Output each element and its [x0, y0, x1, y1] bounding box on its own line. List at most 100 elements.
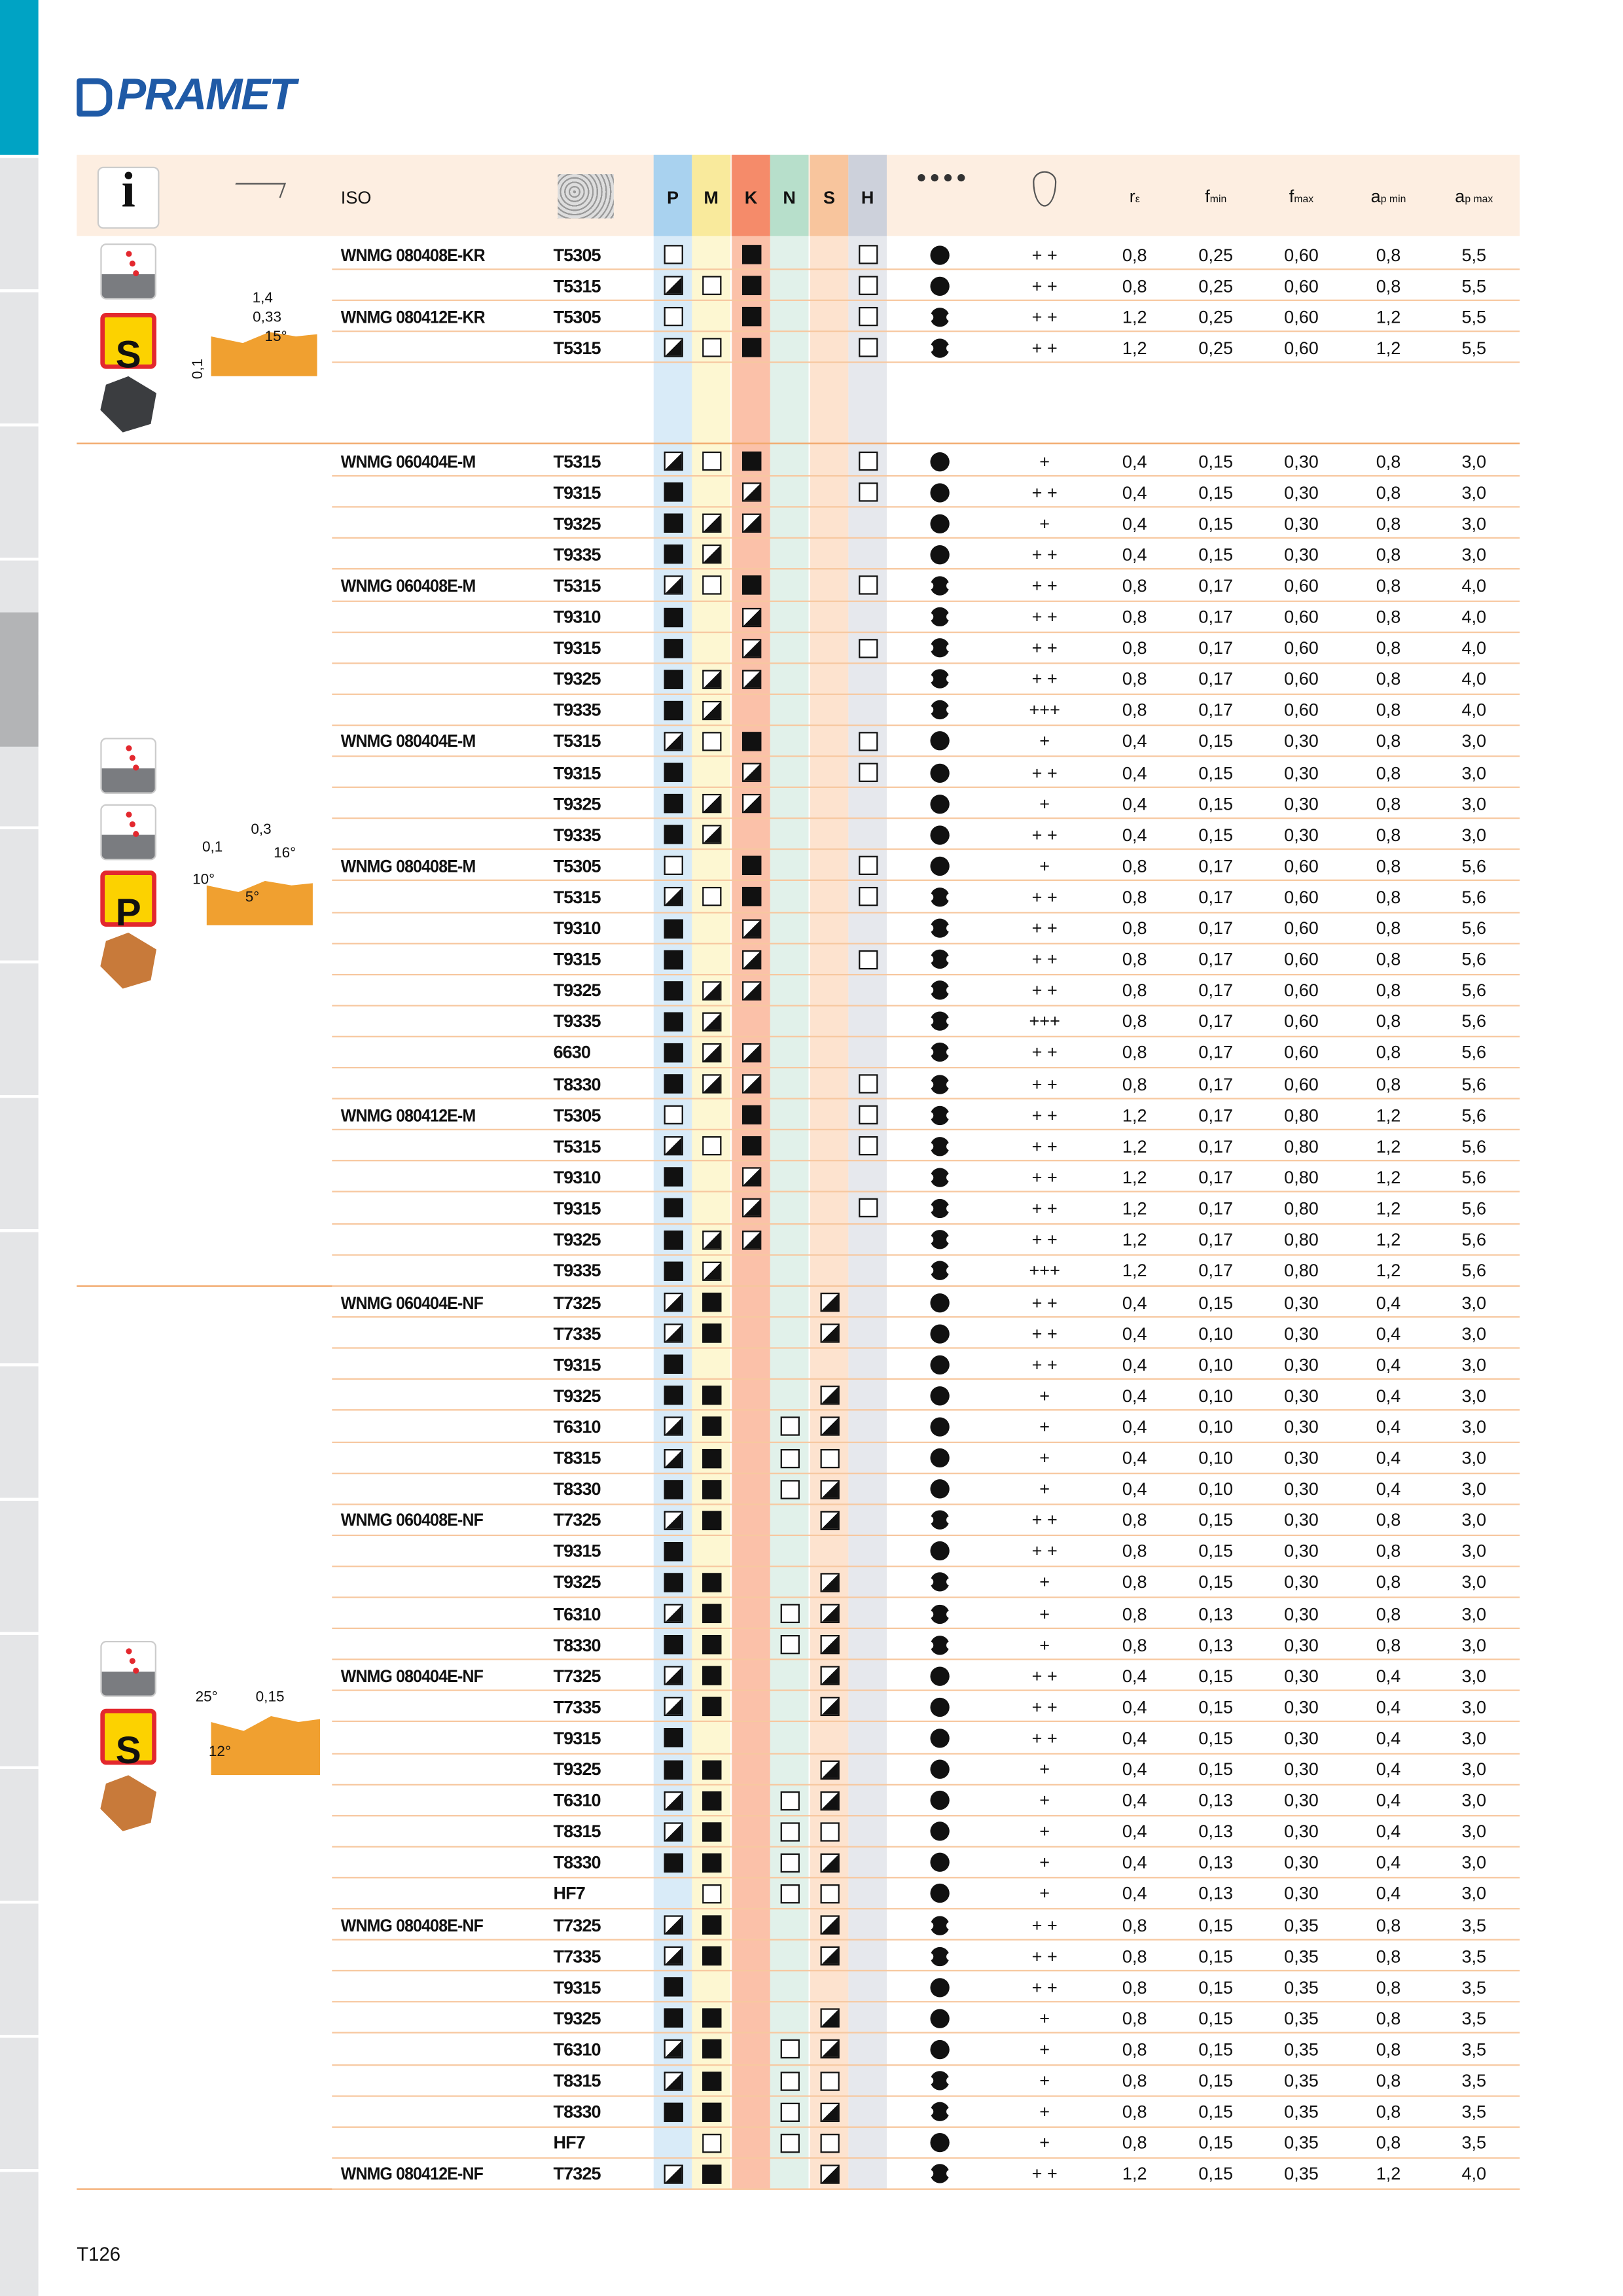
coolant: + + [1031, 1509, 1058, 1531]
machining-symbol [929, 793, 950, 814]
column-header: ISO [340, 187, 372, 208]
cutting-value: 1,2 [1376, 1136, 1401, 1157]
machining-symbol [925, 1634, 954, 1655]
cutting-value: 1,2 [1122, 1260, 1147, 1282]
grade: T8330 [553, 1479, 601, 1499]
grade-symbol [663, 1198, 683, 1218]
cutting-value: 0,10 [1198, 1354, 1234, 1375]
cutting-value: 0,8 [1376, 1914, 1401, 1935]
machining-symbol [925, 306, 954, 327]
cutting-value: 0,13 [1198, 1790, 1234, 1811]
grade-symbol [779, 1884, 799, 1904]
grade: T9325 [553, 980, 601, 1001]
grade: T8330 [553, 2101, 601, 2123]
grade-symbol [702, 1791, 721, 1810]
machining-symbol [929, 1541, 950, 1562]
machining-symbol [929, 1696, 950, 1717]
cutting-value: 3,5 [1461, 2132, 1487, 2153]
cutting-value: 3,0 [1461, 1541, 1487, 1562]
cutting-value: 0,17 [1198, 1073, 1234, 1094]
row-separator [332, 506, 1520, 508]
cutting-value: 4,0 [1461, 575, 1487, 596]
cutting-value: 0,30 [1284, 730, 1319, 752]
grade-symbol [858, 1105, 878, 1125]
column-header: P [667, 187, 679, 208]
machining-symbol [929, 2008, 950, 2029]
cutting-value: 0,4 [1122, 793, 1147, 814]
cutting-value: 4,0 [1461, 668, 1487, 690]
grade-symbol [741, 276, 761, 296]
grade-symbol [741, 669, 761, 689]
row-separator [332, 1253, 1520, 1255]
cutting-value: 3,0 [1461, 1696, 1487, 1717]
grade-symbol [663, 1293, 683, 1312]
cutting-value: 0,15 [1198, 1945, 1234, 1967]
machining-symbol [929, 1666, 950, 1687]
cutting-value: 0,60 [1284, 700, 1319, 721]
grade-symbol [819, 1417, 839, 1437]
cutting-value: 0,8 [1376, 1541, 1401, 1562]
cutting-value: 3,5 [1461, 2070, 1487, 2091]
machining-symbol-shape [930, 825, 950, 845]
machining-symbol-shape [930, 1323, 950, 1343]
machining-symbol-shape [930, 1417, 950, 1437]
column-header: H [861, 187, 874, 208]
machining-symbol-shape [930, 1821, 950, 1842]
diagram-label: 0,1 [202, 839, 223, 856]
cutting-value: 0,17 [1198, 948, 1234, 970]
coolant: + + [1031, 824, 1058, 846]
row-separator [332, 2032, 1520, 2034]
grade-symbol [819, 1791, 839, 1810]
cutting-value: 0,8 [1122, 2039, 1147, 2060]
cutting-value: 0,10 [1198, 1323, 1234, 1344]
grade-symbol [702, 1573, 721, 1592]
cutting-value: 5,6 [1461, 918, 1487, 939]
iso-code: WNMG 080412E-KR [340, 306, 486, 327]
cutting-value: 0,30 [1284, 1385, 1319, 1407]
cutting-value: 0,17 [1198, 606, 1234, 628]
grade-symbol [663, 980, 683, 1001]
machining-symbol [925, 887, 954, 908]
grade: T9335 [553, 824, 601, 846]
cutting-value: 0,10 [1198, 1479, 1234, 1499]
grade-symbol [702, 1697, 721, 1717]
grade-symbol [663, 2009, 683, 2028]
cutting-value: 0,8 [1122, 1572, 1147, 1593]
machining-symbol-shape [925, 1604, 954, 1624]
cutting-value: 0,30 [1284, 1447, 1319, 1469]
insert-icon [230, 183, 286, 198]
cutting-value: 0,17 [1198, 1136, 1234, 1157]
cutting-value: 0,8 [1122, 668, 1147, 690]
coolant: + [1039, 793, 1050, 814]
cutting-value: 0,60 [1284, 637, 1319, 658]
cutting-value: 1,2 [1376, 1104, 1401, 1126]
row-separator [332, 2188, 1520, 2190]
cutting-value: 0,8 [1122, 980, 1147, 1001]
machining-symbol-shape [930, 794, 950, 814]
operation-icon [100, 312, 156, 369]
machining-symbol-shape [930, 514, 950, 533]
cutting-value: 0,4 [1122, 1291, 1147, 1313]
cutting-value: 0,30 [1284, 1696, 1319, 1717]
machining-symbol-shape [925, 2164, 954, 2184]
grade-symbol [819, 1884, 839, 1904]
iso-code: WNMG 080412E-NF [340, 2163, 484, 2185]
grade: T9315 [553, 637, 601, 658]
diagram-label: 10° [192, 872, 215, 889]
row-separator [332, 2063, 1520, 2066]
cutting-value: 0,8 [1122, 2008, 1147, 2029]
cutting-value: 0,4 [1376, 1852, 1401, 1873]
cutting-value: 0,30 [1284, 1509, 1319, 1531]
machining-symbol-shape [925, 887, 954, 907]
cutting-value: 3,0 [1461, 1790, 1487, 1811]
column-header-cell [732, 154, 770, 236]
machining-symbol [925, 1073, 954, 1094]
sidebar [0, 158, 39, 2296]
cutting-value: 0,25 [1198, 244, 1234, 265]
coolant: + + [1031, 244, 1058, 265]
cutting-value: 0,8 [1122, 1634, 1147, 1655]
cutting-value: 0,30 [1284, 450, 1319, 472]
machining-symbol-shape [925, 1074, 954, 1094]
cutting-value: 0,8 [1376, 700, 1401, 721]
cutting-value: 0,4 [1376, 1416, 1401, 1437]
